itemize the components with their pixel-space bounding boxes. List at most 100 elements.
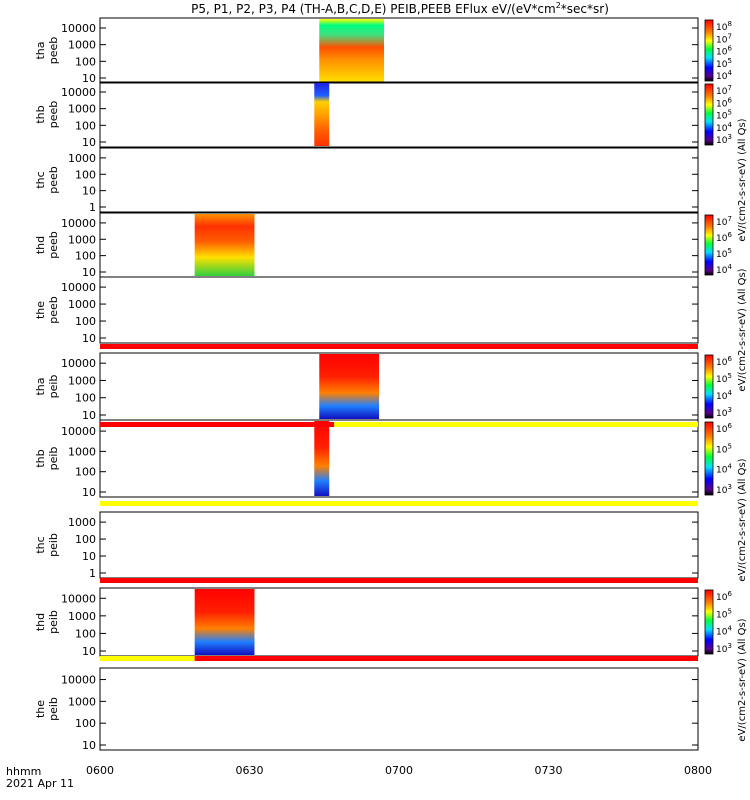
panel-label-probe: thd — [34, 613, 47, 631]
x-tick-label: 0730 — [535, 764, 563, 777]
colorbar-units-mid: eV/(cm2-s-sr-eV) (All Qs) — [737, 268, 748, 391]
panel-thc-peib: 1 10 100 1000 thc peib — [34, 511, 699, 580]
y-tick-label: 1000 — [68, 695, 96, 708]
status-bar-segment — [194, 656, 698, 661]
y-tick-label: 10000 — [61, 674, 96, 687]
panel-label-probe: thc — [34, 171, 47, 188]
colorbar-tick-label: 105 — [716, 57, 732, 70]
panel-frame — [99, 352, 699, 421]
y-tick-label: 10 — [82, 409, 96, 422]
colorbar — [704, 214, 714, 276]
spectrogram-block — [319, 354, 380, 419]
panel-frame — [99, 212, 699, 278]
panel-label-probe: thd — [34, 236, 47, 254]
y-tick-label: 10 — [82, 550, 96, 563]
y-tick-label: 1000 — [68, 103, 96, 116]
y-tick-label: 10 — [82, 136, 96, 149]
panel-label-product: peeb — [47, 166, 60, 194]
status-bar-segment — [100, 578, 698, 583]
panel-thd-peeb: 10 100 1000 10000 thd peeb 107 106 105 104 — [34, 212, 732, 279]
y-tick-label: 10000 — [61, 357, 96, 370]
y-tick-label: 10 — [82, 739, 96, 752]
panel-label-probe: thb — [34, 449, 47, 467]
colorbar-tick-label: 104 — [716, 69, 732, 82]
figure-title: P5, P1, P2, P3, P4 (TH-A,B,C,D,E) PEIB,P… — [191, 1, 609, 16]
colorbar — [704, 589, 714, 655]
panel-label-probe: tha — [34, 41, 47, 59]
colorbar-tick-label: 108 — [716, 20, 732, 33]
colorbar-tick-label: 106 — [716, 422, 732, 435]
y-tick-label: 100 — [75, 466, 96, 479]
panel-frame — [99, 81, 699, 148]
colorbar-tick-label: 106 — [716, 355, 732, 368]
y-tick-label: 10000 — [61, 425, 96, 438]
y-tick-label: 1000 — [68, 233, 96, 246]
y-tick-label: 10 — [82, 486, 96, 499]
y-tick-label: 10 — [82, 332, 96, 345]
y-tick-label: 1 — [89, 201, 96, 214]
panel-frame — [99, 419, 699, 498]
y-tick-label: 100 — [75, 119, 96, 132]
panel-label-product: peib — [47, 375, 60, 399]
spectrogram-block — [194, 589, 255, 655]
colorbar-tick-label: 106 — [716, 45, 732, 58]
colorbar-tick-label: 103 — [716, 642, 732, 655]
panel-label-probe: thb — [34, 105, 47, 123]
y-tick-label: 10000 — [61, 86, 96, 99]
panel-label-product: peib — [47, 697, 60, 721]
status-bar-segment — [100, 656, 195, 661]
x-axis-label-hhmm: hhmm — [6, 765, 41, 778]
spectrogram-block — [314, 83, 330, 146]
colorbar — [704, 83, 714, 146]
panel-frame — [99, 587, 699, 657]
colorbar-units-upper: eV/(cm2-s-sr-eV) (All Qs) — [737, 118, 748, 241]
colorbar — [704, 19, 714, 82]
status-bar-segment — [334, 422, 698, 427]
colorbar — [704, 421, 714, 496]
y-tick-label: 100 — [75, 315, 96, 328]
y-tick-label: 1000 — [68, 516, 96, 529]
panel-label-probe: tha — [34, 377, 47, 395]
y-tick-label: 1 — [89, 567, 96, 580]
y-tick-label: 10 — [82, 185, 96, 198]
panel-label-product: peib — [47, 447, 60, 471]
y-tick-label: 1000 — [68, 374, 96, 387]
colorbar-tick-label: 104 — [716, 463, 732, 476]
colorbar-tick-label: 107 — [716, 32, 732, 45]
panel-label-product: peeb — [47, 296, 60, 324]
y-tick-label: 100 — [75, 533, 96, 546]
colorbar-tick-label: 107 — [716, 84, 732, 97]
spectrogram-block — [314, 421, 330, 496]
panel-thd-peib: 10 100 1000 10000 thd peib 106 105 104 103 — [34, 587, 732, 658]
y-tick-label: 10 — [82, 266, 96, 279]
x-tick-labels: 0600 0630 0700 0730 0800 — [86, 764, 712, 777]
panel-label-product: peib — [47, 533, 60, 557]
colorbar-units-bottom: eV/(cm2-s-sr-eV) (All Qs) — [737, 618, 748, 741]
colorbar-tick-label: 103 — [716, 133, 732, 146]
y-tick-label: 10000 — [61, 217, 96, 230]
y-tick-label: 100 — [75, 717, 96, 730]
colorbar-tick-label: 104 — [716, 263, 732, 276]
panel-label-product: peeb — [47, 37, 60, 65]
panel-frame — [99, 511, 699, 579]
x-tick-label: 0700 — [385, 764, 413, 777]
y-tick-label: 10 — [82, 72, 96, 85]
status-bar-segment — [100, 422, 335, 427]
colorbar-units-lower: eV/(cm2-s-sr-eV) (All Qs) — [737, 458, 748, 581]
colorbar-tick-label: 107 — [716, 215, 732, 228]
y-tick-label: 1000 — [68, 39, 96, 52]
panel-frame — [99, 147, 699, 213]
y-tick-label: 1000 — [68, 152, 96, 165]
y-tick-label: 100 — [75, 55, 96, 68]
panel-label-product: peeb — [47, 231, 60, 259]
panel-frame — [99, 667, 699, 751]
panel-frame — [99, 17, 699, 84]
colorbar-tick-label: 105 — [716, 247, 732, 260]
colorbar-tick-label: 104 — [716, 389, 732, 402]
y-tick-label: 10000 — [61, 281, 96, 294]
panel-the-peeb: 10 100 1000 10000 the peeb — [34, 276, 699, 345]
